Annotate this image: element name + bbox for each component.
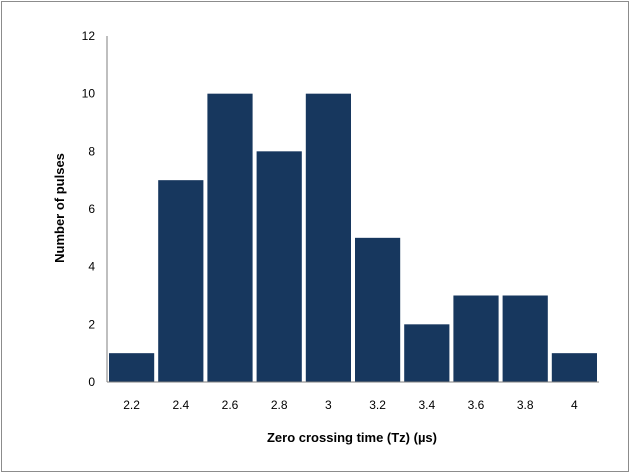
x-tick-label: 3.4 [418,398,435,412]
bar-3.6 [453,295,499,382]
x-tick-label: 2.2 [123,398,140,412]
y-tick-label: 4 [88,260,95,274]
x-tick-label: 3.8 [517,398,534,412]
bar-3.4 [404,324,450,382]
bar-2.6 [207,93,253,383]
x-tick-label: 3.2 [369,398,386,412]
x-tick-label: 3 [325,398,332,412]
y-tick-label: 10 [82,87,96,101]
x-tick-labels: 2.2 2.4 2.6 2.8 3 3.2 3.4 3.6 3.8 4 [123,398,578,412]
bar-3.8 [502,295,548,382]
y-tick-label: 2 [88,317,95,331]
bar-3 [305,93,351,383]
bar-2.4 [158,180,204,382]
x-axis-title: Zero crossing time (Tz) (µs) [267,430,437,445]
x-tick-label: 2.8 [271,398,288,412]
x-tick-label: 3.6 [468,398,485,412]
bar-2.2 [109,353,155,382]
y-tick-labels: 0 2 4 6 8 10 12 [82,29,96,389]
y-tick-label: 12 [82,29,96,43]
bar-3.2 [355,237,401,382]
y-axis-title: Number of pulses [52,153,67,263]
x-tick-label: 2.6 [222,398,239,412]
x-tick-label: 2.4 [172,398,189,412]
bar-2.8 [256,151,302,382]
y-tick-label: 8 [88,144,95,158]
y-tick-label: 0 [88,375,95,389]
bar-4 [551,353,597,382]
y-tick-label: 6 [88,202,95,216]
bars-group [109,93,597,383]
x-tick-label: 4 [571,398,578,412]
